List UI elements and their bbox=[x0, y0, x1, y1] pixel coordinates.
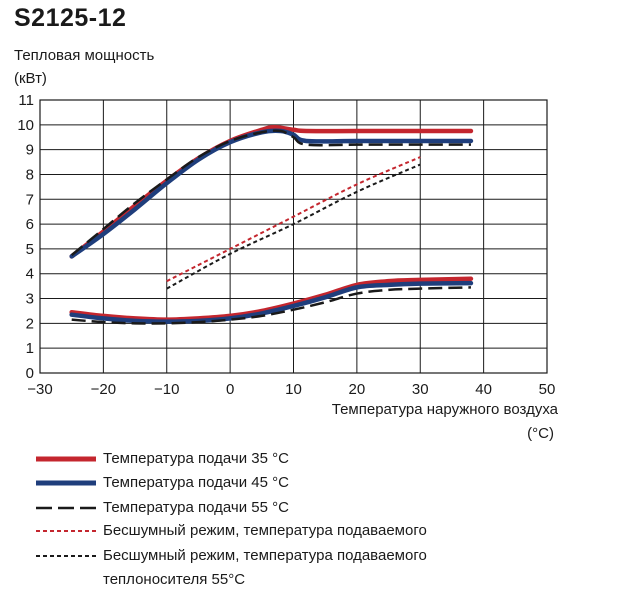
legend-item-silent-red: Бесшумный режим, температура подаваемого bbox=[36, 520, 596, 542]
y-tick-label: 0 bbox=[26, 365, 34, 382]
legend-label-55: Температура подачи 55 °C bbox=[103, 499, 289, 516]
x-axis-unit: (°C) bbox=[527, 425, 554, 442]
y-tick-label: 8 bbox=[26, 166, 34, 183]
legend-label-silent-black-cont: теплоносителя 55°C bbox=[103, 571, 245, 588]
y-tick-label: 10 bbox=[17, 117, 34, 134]
x-tick-label: −20 bbox=[91, 381, 116, 398]
x-tick-label: −30 bbox=[27, 381, 52, 398]
y-tick-label: 7 bbox=[26, 191, 34, 208]
x-tick-label: 10 bbox=[285, 381, 302, 398]
legend-item-silent-black: Бесшумный режим, температура подаваемого bbox=[36, 545, 596, 567]
legend-swatch-55 bbox=[36, 497, 96, 519]
y-tick-label: 11 bbox=[18, 92, 34, 109]
x-tick-label: 0 bbox=[226, 381, 234, 398]
legend-swatch-35 bbox=[36, 448, 96, 470]
legend-swatch-silent-black bbox=[36, 545, 96, 567]
x-axis-label: Температура наружного воздуха bbox=[332, 401, 558, 418]
legend-label-silent-black: Бесшумный режим, температура подаваемого bbox=[103, 547, 427, 564]
y-tick-label: 3 bbox=[26, 291, 34, 308]
y-tick-label: 4 bbox=[26, 266, 34, 283]
x-tick-label: 20 bbox=[349, 381, 366, 398]
legend-label-35: Температура подачи 35 °C bbox=[103, 450, 289, 467]
x-tick-label: −10 bbox=[154, 381, 179, 398]
y-tick-label: 5 bbox=[26, 241, 34, 258]
x-tick-label: 30 bbox=[412, 381, 429, 398]
y-tick-label: 6 bbox=[26, 216, 34, 233]
series-line-0 bbox=[72, 127, 471, 256]
y-tick-label: 9 bbox=[26, 142, 34, 159]
legend-swatch-45 bbox=[36, 472, 96, 494]
legend-swatch-silent-red bbox=[36, 520, 96, 542]
legend-label-45: Температура подачи 45 °C bbox=[103, 474, 289, 491]
chart-plot: 0 1 2 3 4 5 6 7 8 9 10 11 −30 −20 −10 0 10 20 30 40 50 bbox=[0, 0, 620, 440]
legend-item-silent-black-cont: теплоносителя 55°C bbox=[36, 569, 596, 591]
y-tick-label: 2 bbox=[26, 315, 34, 332]
legend-item-55: Температура подачи 55 °C bbox=[36, 497, 596, 519]
x-tick-label: 50 bbox=[539, 381, 556, 398]
legend-item-35: Температура подачи 35 °C bbox=[36, 448, 596, 470]
legend-label-silent-red: Бесшумный режим, температура подаваемого bbox=[103, 522, 427, 539]
x-tick-label: 40 bbox=[475, 381, 492, 398]
legend-item-45: Температура подачи 45 °C bbox=[36, 472, 596, 494]
y-tick-label: 1 bbox=[26, 340, 34, 357]
